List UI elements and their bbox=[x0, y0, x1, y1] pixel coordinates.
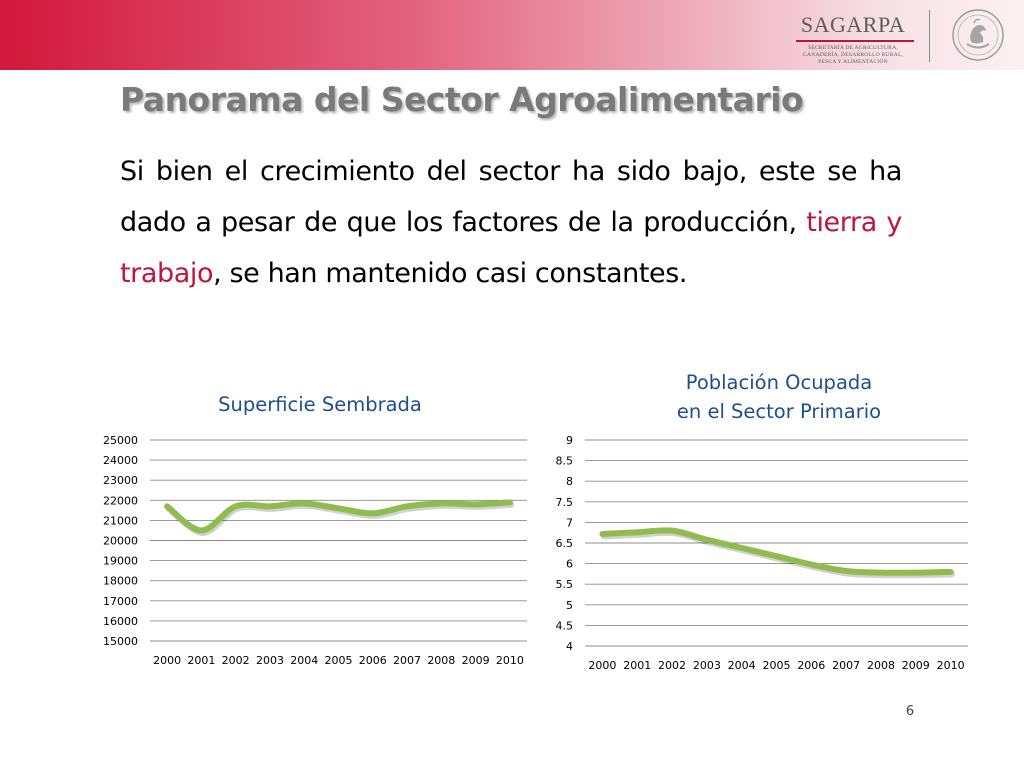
logo-rule bbox=[796, 40, 914, 42]
y-tick-label: 16000 bbox=[103, 615, 138, 628]
y-tick-label: 6.5 bbox=[556, 537, 574, 550]
y-tick-label: 4.5 bbox=[556, 619, 574, 632]
x-tick-label: 2000 bbox=[588, 659, 616, 672]
logo-separator bbox=[929, 10, 930, 62]
chart-2-title: Población Ocupada en el Sector Primario bbox=[620, 368, 938, 426]
y-tick-label: 23000 bbox=[103, 474, 138, 487]
x-tick-label: 2008 bbox=[867, 659, 895, 672]
y-tick-label: 22000 bbox=[103, 494, 138, 507]
y-tick-label: 7.5 bbox=[556, 496, 574, 509]
x-tick-label: 2009 bbox=[902, 659, 930, 672]
y-tick-label: 25000 bbox=[103, 434, 138, 447]
x-tick-label: 2004 bbox=[290, 654, 318, 667]
y-tick-label: 15000 bbox=[103, 635, 138, 648]
y-tick-label: 21000 bbox=[103, 514, 138, 527]
logo-line-3: PESCA Y ALIMENTACIÓN bbox=[818, 59, 888, 65]
y-tick-label: 9 bbox=[566, 434, 573, 447]
x-tick-label: 2003 bbox=[693, 659, 721, 672]
x-tick-label: 2004 bbox=[728, 659, 756, 672]
y-tick-label: 8.5 bbox=[556, 455, 574, 468]
x-tick-label: 2002 bbox=[658, 659, 686, 672]
chart-2-title-line-1: Población Ocupada bbox=[685, 371, 873, 394]
x-tick-label: 2010 bbox=[937, 659, 965, 672]
y-tick-label: 5 bbox=[566, 599, 573, 612]
logo-line-1: SECRETARÍA DE AGRICULTURA, bbox=[808, 45, 898, 51]
chart-2-title-line-2: en el Sector Primario bbox=[676, 400, 882, 423]
x-tick-label: 2009 bbox=[462, 654, 490, 667]
body-text-end: , se han mantenido casi constantes. bbox=[213, 258, 688, 289]
y-tick-label: 20000 bbox=[103, 535, 138, 548]
slide-title: Panorama del Sector Agroalimentario bbox=[120, 80, 804, 119]
y-tick-label: 19000 bbox=[103, 555, 138, 568]
x-tick-label: 2005 bbox=[763, 659, 791, 672]
y-tick-label: 24000 bbox=[103, 454, 138, 467]
coat-of-arms-seal-icon bbox=[952, 9, 1004, 61]
y-tick-label: 4 bbox=[566, 640, 573, 653]
x-tick-label: 2000 bbox=[153, 654, 181, 667]
header-banner bbox=[0, 0, 1024, 70]
logo-name: SAGARPA bbox=[800, 12, 906, 37]
logo-line-2: GANADERÍA, DESARROLLO RURAL, bbox=[802, 52, 904, 58]
x-tick-label: 2002 bbox=[222, 654, 250, 667]
x-tick-label: 2010 bbox=[496, 654, 524, 667]
chart-1-title: Superficie Sembrada bbox=[218, 393, 422, 416]
body-text-start: Si bien el crecimiento del sector ha sid… bbox=[120, 156, 902, 238]
x-tick-label: 2007 bbox=[393, 654, 421, 667]
y-tick-label: 7 bbox=[566, 516, 573, 529]
x-tick-label: 2003 bbox=[256, 654, 284, 667]
x-tick-label: 2001 bbox=[623, 659, 651, 672]
y-tick-label: 18000 bbox=[103, 575, 138, 588]
y-tick-label: 6 bbox=[566, 558, 573, 571]
x-tick-label: 2001 bbox=[187, 654, 215, 667]
sagarpa-logo: SAGARPA SECRETARÍA DE AGRICULTURA, GANAD… bbox=[780, 4, 1010, 66]
x-tick-label: 2006 bbox=[359, 654, 387, 667]
body-highlight: tierra y trabajo bbox=[120, 207, 902, 289]
y-tick-label: 17000 bbox=[103, 595, 138, 608]
x-tick-label: 2006 bbox=[797, 659, 825, 672]
x-tick-label: 2007 bbox=[832, 659, 860, 672]
x-tick-label: 2008 bbox=[427, 654, 455, 667]
body-paragraph: Si bien el crecimiento del sector ha sid… bbox=[120, 146, 902, 299]
x-tick-label: 2005 bbox=[325, 654, 353, 667]
y-tick-label: 5.5 bbox=[556, 578, 574, 591]
page-number: 6 bbox=[905, 704, 915, 719]
series-line bbox=[599, 527, 954, 576]
y-tick-label: 8 bbox=[566, 475, 573, 488]
